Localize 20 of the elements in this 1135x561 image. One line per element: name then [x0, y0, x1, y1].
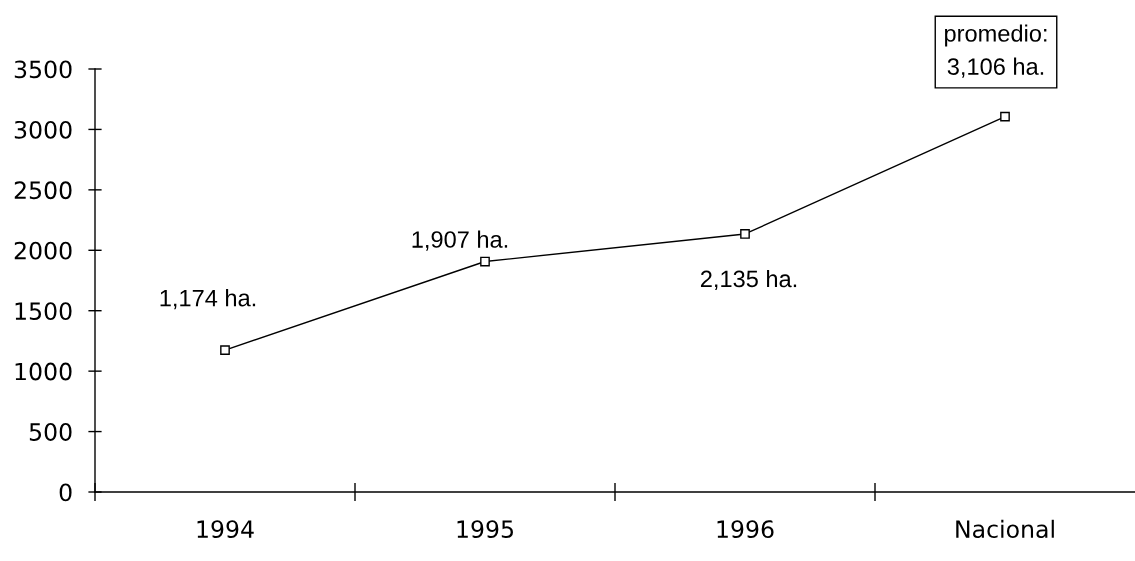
data-label: 2,135 ha.: [700, 269, 797, 291]
y-tick-label: 1000: [15, 362, 72, 381]
y-tick-label: 0: [59, 483, 72, 502]
y-tick-label: 3000: [14, 120, 72, 139]
data-label: promedio: 3,106 ha.: [945, 24, 1047, 78]
x-tick-label: 1994: [197, 520, 254, 539]
point: [740, 229, 750, 239]
point: [220, 345, 230, 355]
point: [1000, 111, 1010, 122]
data-label: 1,907 ha.: [412, 230, 508, 251]
point: [480, 256, 490, 267]
y-tick-label: 1500: [15, 302, 72, 321]
x-tick-label: 1995: [457, 520, 513, 539]
data-label: 1,174 ha.: [160, 289, 256, 310]
x-tick-label: 1996: [717, 520, 774, 539]
y-tick-label: 3500: [14, 60, 72, 79]
y-tick-label: 2000: [14, 241, 72, 260]
x-tick-label: Nacional: [956, 519, 1054, 539]
y-tick-label: 2500: [14, 181, 72, 200]
y-tick-label: 500: [29, 423, 72, 441]
